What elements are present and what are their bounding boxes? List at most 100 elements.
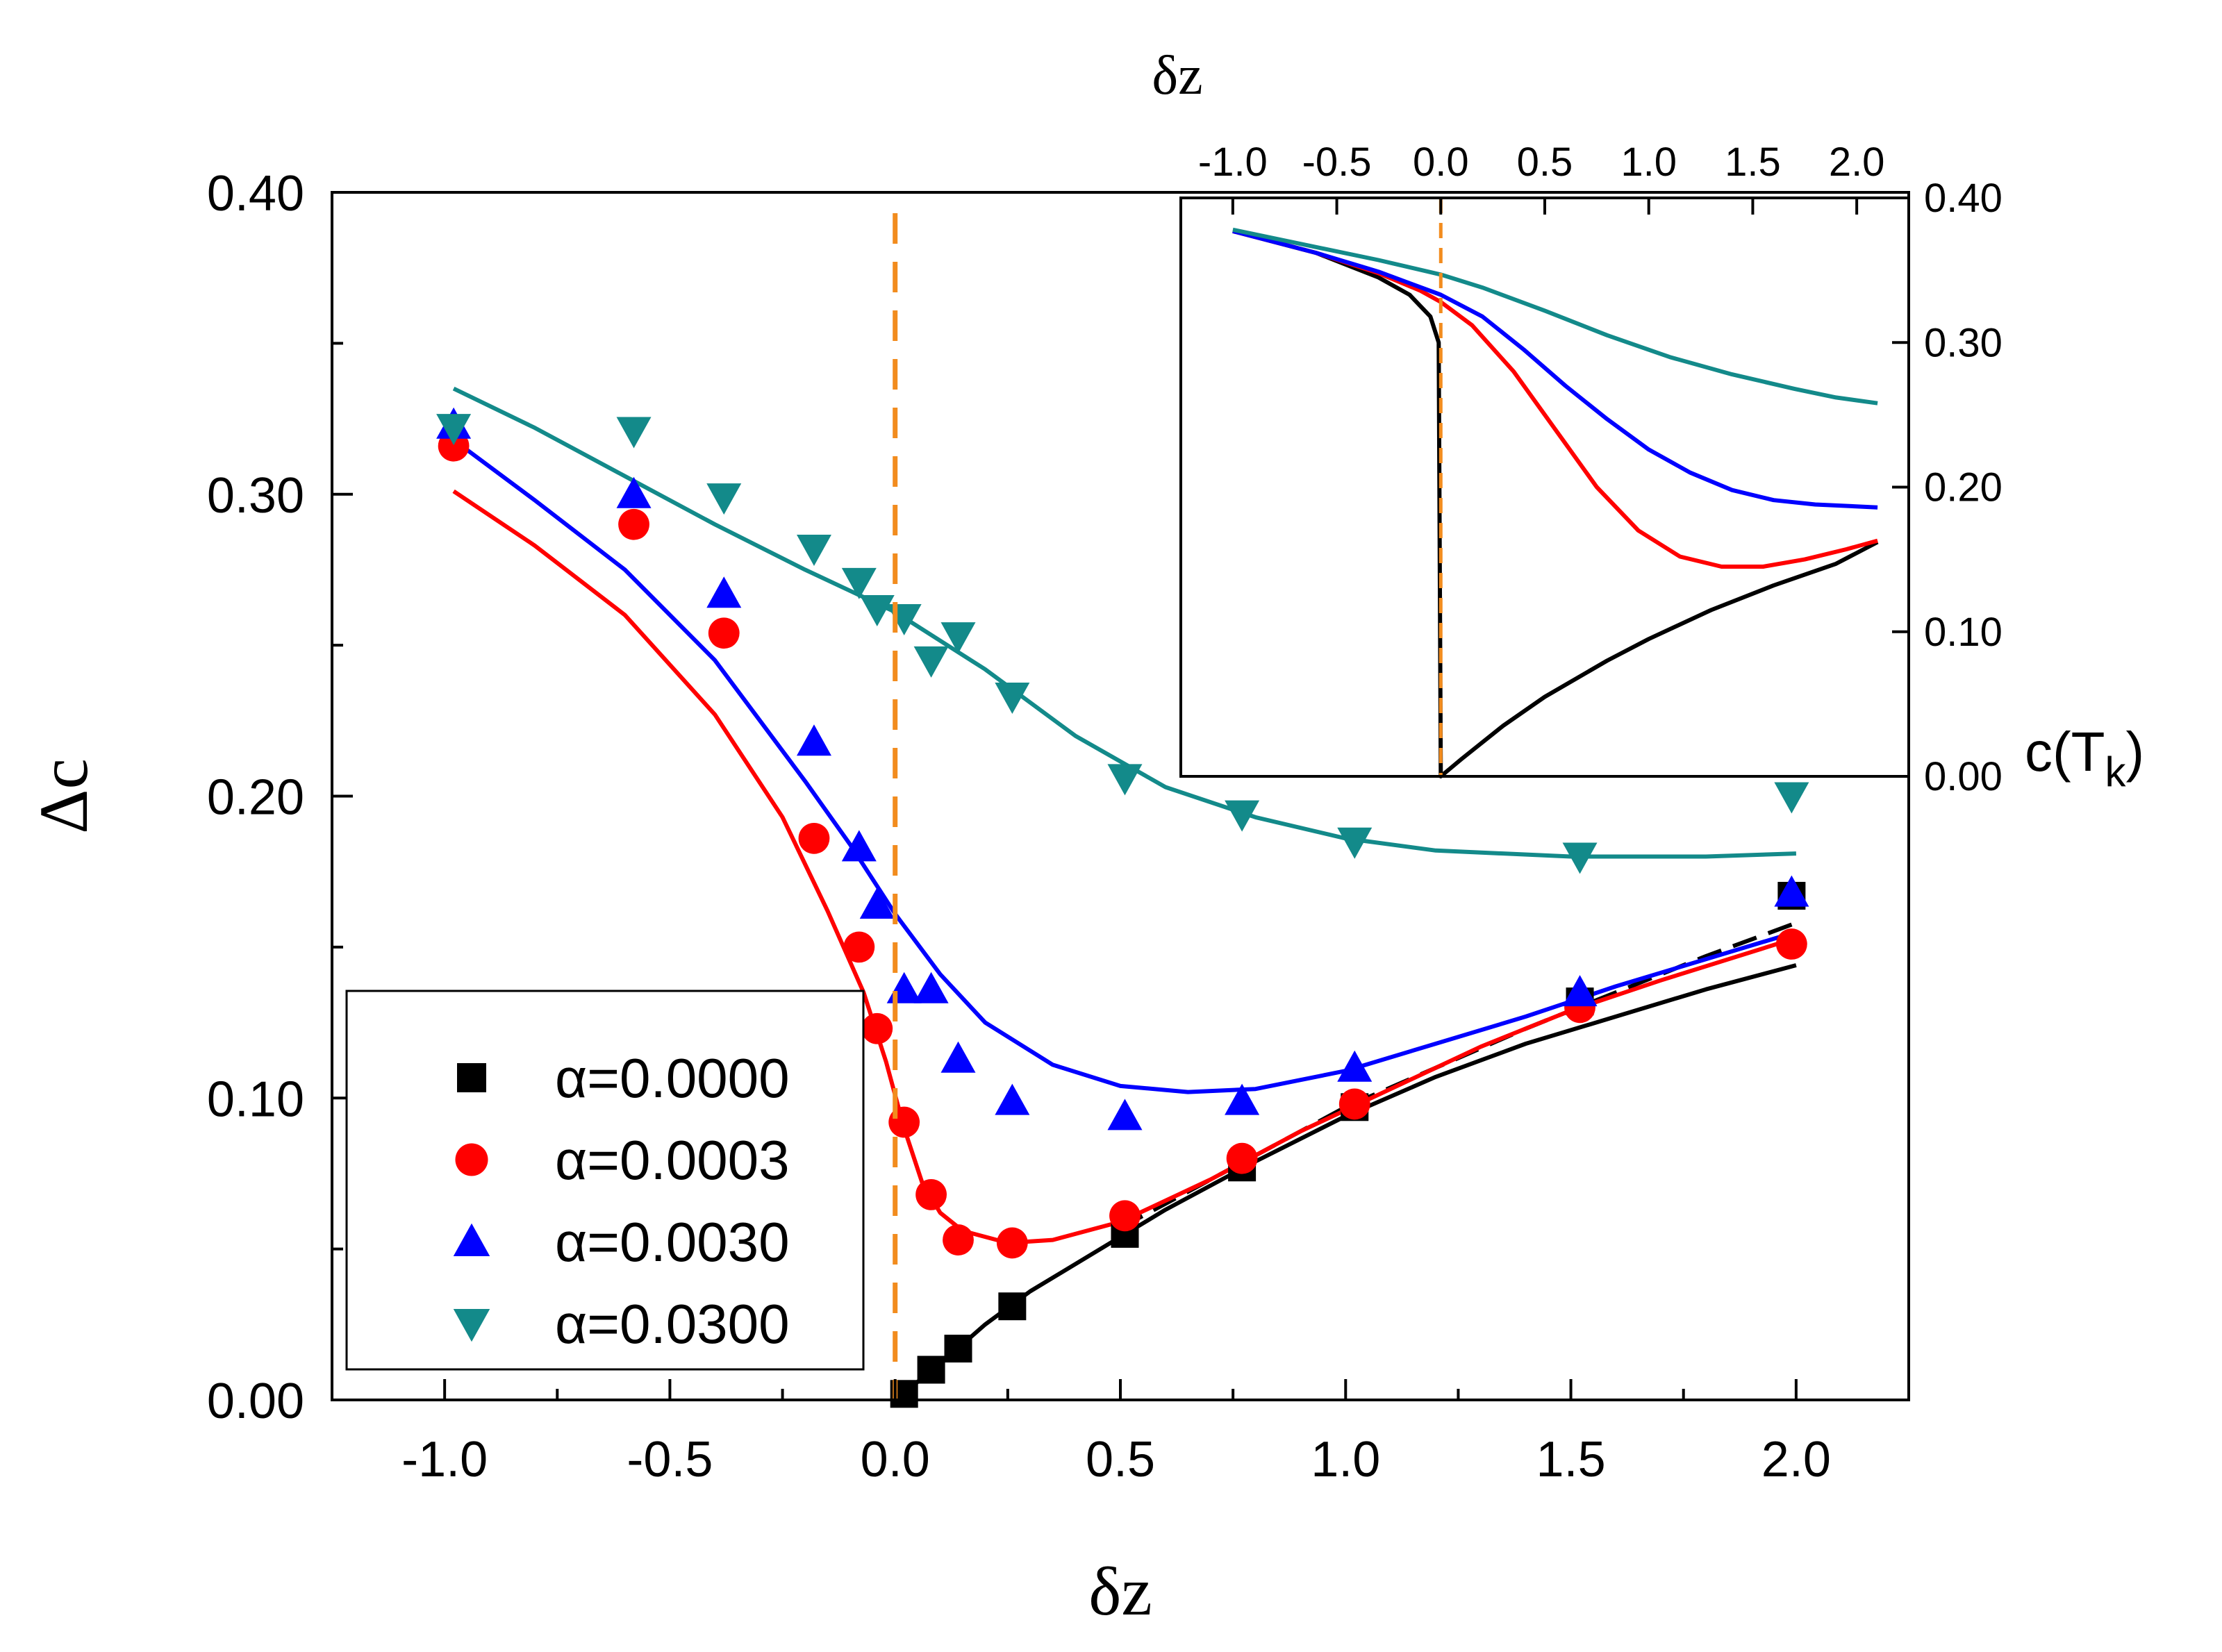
inset-curve-alpha-00300 [1232, 227, 1878, 406]
inset-background [1181, 198, 1909, 776]
main-point-alpha-00300 [940, 622, 976, 654]
inset-y-tick-label: 0.30 [1924, 320, 2003, 365]
inset-x-axis-label: δz [1152, 45, 1202, 106]
inset-y-label-subscript: k [2105, 749, 2127, 795]
main-x-tick-label: -1.0 [401, 1432, 488, 1487]
main-x-tick-label: 0.0 [861, 1432, 930, 1487]
main-y-ticks: 0.00 0.10 0.20 0.30 0.40 [207, 166, 353, 1429]
main-x-tick-label: -0.5 [627, 1432, 713, 1487]
main-curve-alpha-00300 [452, 386, 1797, 859]
main-point-alpha-00003 [1226, 1142, 1258, 1174]
main-curves [452, 386, 1797, 1402]
main-x-tick-label: 1.5 [1536, 1432, 1606, 1487]
main-point-alpha-00300 [1225, 800, 1260, 832]
main-point-alpha-00003 [618, 508, 649, 540]
inset-curves [1232, 227, 1879, 778]
main-x-axis-label: δz [1088, 1553, 1152, 1630]
main-point-alpha-00300 [913, 646, 949, 678]
main-y-tick-label: 0.10 [207, 1071, 304, 1127]
inset-x-tick-label: 2.0 [1829, 140, 1885, 185]
main-point-alpha-00003 [915, 1178, 947, 1210]
legend-label-alpha-00003: α=0.0003 [555, 1129, 790, 1191]
main-point-alpha-00300 [436, 414, 472, 446]
main-point-alpha-00030 [796, 724, 831, 756]
main-point-alpha-00003 [943, 1224, 974, 1255]
inset-x-tick-label: 0.0 [1413, 140, 1469, 185]
inset-plot: -1.0 -0.5 0.0 0.5 1.0 1.5 2.0 0.00 0.10 0.20 0.30… [1152, 45, 2144, 799]
inset-y-axis-label: c(Tk) [2025, 721, 2144, 795]
main-curve-alpha-00003 [452, 489, 1797, 1245]
main-plot: -1.0 -0.5 0.0 0.5 1.0 1.5 2.0 0.00 0.10 0.20 0.30… [25, 166, 1910, 1630]
main-point-alpha-00030 [913, 971, 949, 1003]
main-point-alpha-00300 [859, 594, 895, 626]
legend-label-alpha-00300: α=0.0300 [555, 1293, 790, 1355]
main-y-tick-label: 0.30 [207, 468, 304, 524]
legend-marker-alpha-00030 [453, 1223, 490, 1256]
main-point-alpha-00030 [1774, 875, 1809, 907]
main-point-alpha-00030 [995, 1083, 1030, 1115]
legend-items: α=0.0000 α=0.0003 α=0.0030 α=0.0300 [453, 1047, 790, 1355]
main-point-alpha-00300 [1774, 782, 1809, 814]
inset-x-tick-label: 0.5 [1517, 140, 1573, 185]
inset-x-tick-label: -0.5 [1302, 140, 1372, 185]
main-point-alpha-00030 [1337, 1050, 1373, 1082]
legend-marker-alpha-00300 [453, 1309, 490, 1342]
main-point-alpha-00003 [1109, 1200, 1141, 1232]
main-point-alpha-00003 [708, 617, 740, 649]
main-point-alpha-00003 [996, 1227, 1028, 1259]
main-x-tick-label: 0.5 [1086, 1432, 1155, 1487]
inset-x-tick-label: -1.0 [1198, 140, 1268, 185]
main-point-alpha-00030 [616, 476, 652, 508]
inset-x-tick-label: 1.5 [1725, 140, 1781, 185]
inset-y-ticks: 0.00 0.10 0.20 0.30 0.40 [1892, 176, 2003, 799]
main-point-alpha-00300 [995, 683, 1030, 715]
main-point-alpha-00030 [841, 830, 877, 862]
main-point-alpha-00300 [616, 417, 652, 449]
inset-curve-alpha-00003 [1232, 228, 1878, 569]
main-point-alpha-00300 [706, 483, 742, 515]
main-y-axis-label: Δc [25, 758, 102, 834]
inset-y-tick-label: 0.00 [1924, 754, 2003, 799]
legend-box [345, 990, 865, 1371]
main-point-alpha-00003 [798, 822, 830, 854]
main-point-alpha-00030 [1107, 1099, 1143, 1130]
legend-label-alpha-00030: α=0.0030 [555, 1211, 790, 1273]
main-y-tick-label: 0.20 [207, 770, 304, 826]
main-point-alpha-00003 [843, 931, 875, 963]
legend-marker-alpha-00003 [455, 1143, 488, 1176]
main-point-alpha-00300 [841, 567, 877, 599]
main-y-tick-label: 0.40 [207, 166, 304, 222]
main-x-tick-label: 2.0 [1761, 1432, 1831, 1487]
main-point-alpha-00030 [940, 1041, 976, 1073]
legend: α=0.0000 α=0.0003 α=0.0030 α=0.0300 [345, 990, 865, 1371]
main-point-alpha-00003 [1775, 928, 1807, 960]
main-point-alpha-00000 [917, 1355, 945, 1384]
main-point-alpha-00300 [1337, 827, 1373, 859]
inset-x-ticks: -1.0 -0.5 0.0 0.5 1.0 1.5 2.0 [1198, 140, 1885, 215]
main-point-alpha-00030 [859, 887, 895, 919]
inset-y-tick-label: 0.20 [1924, 465, 2003, 510]
main-point-alpha-00030 [1225, 1083, 1260, 1115]
main-curve-alpha-00030 [452, 438, 1797, 1094]
main-x-ticks: -1.0 -0.5 0.0 0.5 1.0 1.5 2.0 [401, 1379, 1831, 1487]
main-point-alpha-00000 [998, 1292, 1027, 1321]
main-point-alpha-00300 [1107, 764, 1143, 796]
inset-x-tick-label: 1.0 [1620, 140, 1677, 185]
inset-y-tick-label: 0.10 [1924, 610, 2003, 655]
main-point-alpha-00000 [944, 1335, 972, 1363]
main-point-alpha-00030 [1562, 975, 1598, 1007]
inset-y-label-main: c(T [2025, 721, 2105, 783]
inset-curve-alpha-00000 [1232, 228, 1879, 778]
main-point-alpha-00003 [1338, 1088, 1370, 1120]
inset-y-label-close: ) [2126, 721, 2145, 783]
legend-label-alpha-00000: α=0.0000 [555, 1047, 790, 1109]
main-y-tick-label: 0.00 [207, 1374, 304, 1429]
inset-curve-alpha-00030 [1232, 228, 1878, 510]
main-point-alpha-00300 [796, 535, 831, 567]
legend-marker-alpha-00000 [457, 1063, 486, 1092]
main-x-tick-label: 1.0 [1311, 1432, 1380, 1487]
main-point-alpha-00030 [706, 576, 742, 608]
main-point-alpha-00300 [1562, 842, 1598, 874]
main-point-alpha-00003 [861, 1012, 893, 1044]
